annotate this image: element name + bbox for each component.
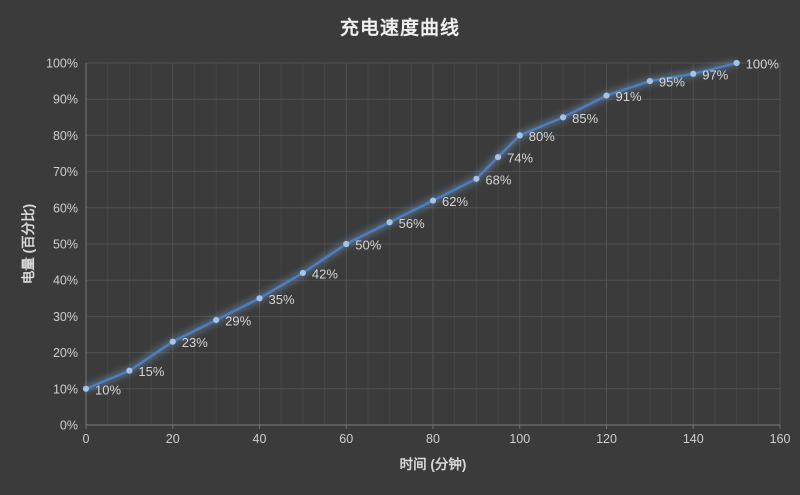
data-point-label: 15% bbox=[138, 364, 164, 379]
data-point-marker bbox=[343, 240, 350, 248]
data-point-marker bbox=[473, 175, 480, 182]
y-tick-label: 90% bbox=[53, 93, 78, 107]
data-point-label: 56% bbox=[399, 216, 425, 231]
data-point-marker bbox=[733, 59, 740, 67]
data-point-label: 95% bbox=[659, 75, 685, 90]
data-point-marker bbox=[516, 132, 523, 139]
x-tick-label: 100 bbox=[509, 432, 530, 446]
y-tick-label: 10% bbox=[53, 382, 78, 396]
y-tick-label: 70% bbox=[53, 165, 78, 179]
x-tick-label: 60 bbox=[339, 432, 353, 446]
data-point-label: 91% bbox=[616, 89, 642, 104]
x-tick-label: 40 bbox=[253, 432, 267, 446]
data-point-label: 62% bbox=[442, 194, 468, 209]
x-tick-label: 80 bbox=[426, 432, 440, 446]
x-tick-label: 0 bbox=[83, 432, 90, 446]
data-point-label: 85% bbox=[572, 111, 598, 126]
data-point-marker bbox=[299, 269, 306, 277]
x-tick-label: 160 bbox=[770, 432, 791, 446]
data-point-label: 74% bbox=[507, 151, 533, 166]
y-tick-label: 0% bbox=[60, 419, 78, 433]
data-point-marker bbox=[603, 92, 610, 99]
data-point-marker bbox=[256, 295, 263, 302]
data-point-marker bbox=[494, 154, 502, 161]
data-point-marker bbox=[560, 114, 567, 121]
data-point-marker bbox=[126, 367, 133, 374]
data-point-label: 42% bbox=[312, 266, 338, 281]
y-tick-label: 40% bbox=[53, 274, 78, 288]
chart-title: 充电速度曲线 bbox=[339, 18, 460, 39]
y-axis-title: 电量 (百分比) bbox=[21, 203, 36, 285]
data-point-marker bbox=[646, 78, 653, 85]
y-tick-label: 100% bbox=[46, 57, 78, 71]
data-point-marker bbox=[386, 219, 393, 226]
y-tick-label: 80% bbox=[53, 129, 78, 143]
x-tick-label: 120 bbox=[596, 432, 617, 446]
y-tick-label: 60% bbox=[53, 201, 78, 215]
data-point-marker bbox=[429, 197, 437, 204]
data-point-label: 10% bbox=[95, 382, 121, 397]
data-point-label: 50% bbox=[355, 238, 381, 253]
data-point-label: 97% bbox=[702, 67, 728, 82]
data-point-marker bbox=[169, 338, 176, 345]
x-tick-label: 20 bbox=[166, 432, 180, 446]
data-point-label: 29% bbox=[225, 314, 251, 329]
y-tick-label: 50% bbox=[53, 238, 78, 252]
data-point-label: 80% bbox=[529, 129, 555, 144]
data-point-label: 35% bbox=[269, 292, 295, 307]
y-tick-label: 30% bbox=[53, 310, 78, 324]
data-point-label: 68% bbox=[485, 172, 511, 187]
data-point-marker bbox=[690, 70, 697, 77]
data-point-label: 23% bbox=[182, 335, 208, 350]
y-tick-label: 20% bbox=[53, 346, 78, 360]
data-point-label: 100% bbox=[746, 57, 780, 72]
data-point-marker bbox=[82, 385, 90, 392]
x-axis-title: 时间 (分钟) bbox=[399, 457, 467, 472]
x-tick-label: 140 bbox=[683, 432, 704, 446]
data-point-marker bbox=[213, 316, 220, 324]
